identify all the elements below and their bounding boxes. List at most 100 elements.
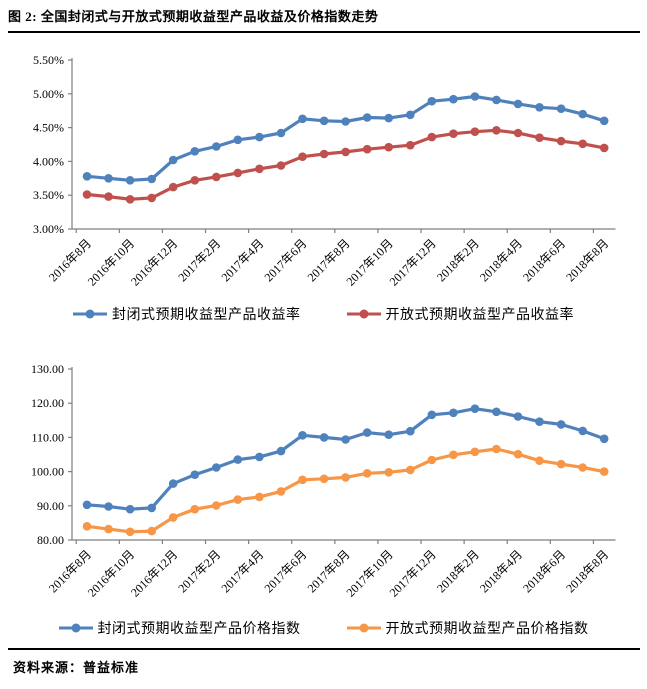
yield-line-chart: 5.50%5.00%4.50%4.00%3.50%3.00%2016年8月201… [33, 53, 616, 289]
data-point [406, 426, 415, 436]
y-tick-label: 90.00 [37, 499, 64, 513]
data-point [82, 172, 92, 181]
data-point [82, 190, 92, 199]
data-point [406, 110, 415, 120]
data-point [449, 408, 458, 418]
legend-label: 开放式预期收益型产品收益率 [385, 308, 574, 323]
x-tick-label: 2017年4月 [218, 547, 266, 595]
line-marker-icon [58, 623, 93, 633]
data-point [362, 113, 372, 122]
data-point [406, 140, 415, 150]
data-point [233, 455, 243, 464]
y-tick-label: 5.00% [33, 87, 64, 101]
data-point [319, 116, 329, 126]
data-point [384, 113, 394, 123]
x-tick-label: 2017年2月 [175, 236, 223, 284]
x-tick-label: 2018年8月 [563, 547, 611, 595]
data-point [233, 168, 243, 178]
x-tick-label: 2017年2月 [175, 547, 223, 595]
price-index-chart-legend: 封闭式预期收益型产品价格指数 开放式预期收益型产品价格指数 [0, 620, 647, 637]
data-point [233, 135, 243, 145]
figure-title: 图 2: 全国封闭式与开放式预期收益型产品收益及价格指数走势 [8, 9, 379, 24]
title-divider [8, 31, 640, 33]
x-tick-label: 2018年6月 [520, 547, 568, 595]
data-point [470, 92, 480, 101]
line-marker-icon [73, 309, 107, 319]
legend-label: 封闭式预期收益型产品收益率 [112, 308, 301, 323]
data-point [190, 176, 200, 185]
data-point [406, 465, 415, 475]
x-tick-label: 2017年6月 [262, 547, 310, 595]
y-tick-label: 4.50% [33, 121, 64, 135]
data-point [125, 527, 135, 537]
data-point [556, 420, 566, 429]
data-point [556, 136, 566, 146]
line-marker-icon [346, 309, 381, 319]
data-point [82, 500, 92, 510]
data-point [513, 412, 523, 421]
data-point [513, 99, 523, 109]
data-point [298, 114, 307, 124]
y-tick-label: 130.00 [31, 362, 64, 376]
legend-item-closed-index: 封闭式预期收益型产品价格指数 [58, 620, 301, 637]
data-point [578, 109, 587, 119]
y-tick-label: 3.00% [33, 222, 64, 236]
data-point [535, 103, 544, 112]
data-point [168, 479, 178, 488]
data-point [276, 128, 286, 138]
data-point [578, 463, 587, 472]
data-point [168, 182, 178, 192]
x-tick-label: 2017年6月 [262, 236, 310, 284]
data-point [276, 446, 286, 456]
x-tick-label: 2017年12月 [387, 547, 439, 599]
x-tick-label: 2016年12月 [128, 547, 180, 599]
x-tick-label: 2017年12月 [387, 236, 439, 288]
yield-chart-legend: 封闭式预期收益型产品收益率 开放式预期收益型产品收益率 [0, 306, 647, 323]
data-source: 资料来源：普益标准 [13, 660, 140, 675]
series-line-0 [85, 94, 606, 182]
data-point [341, 117, 350, 126]
data-point [470, 447, 480, 457]
data-point [276, 487, 286, 496]
data-point [578, 139, 587, 149]
x-tick-label: 2018年4月 [477, 236, 525, 284]
y-tick-label: 5.50% [33, 53, 64, 67]
data-point [341, 435, 350, 444]
data-point [362, 469, 372, 478]
data-point [362, 428, 372, 437]
data-point [168, 513, 178, 522]
data-point [599, 434, 609, 444]
data-point [319, 149, 329, 159]
data-point [341, 473, 350, 482]
y-tick-label: 100.00 [31, 465, 64, 479]
data-point [470, 404, 480, 413]
legend-item-open-index: 开放式预期收益型产品价格指数 [346, 620, 589, 637]
x-tick-label: 2018年4月 [477, 547, 525, 595]
data-point [212, 501, 221, 510]
data-point [599, 143, 609, 153]
data-point [125, 195, 135, 204]
data-point [298, 475, 307, 485]
data-point [556, 104, 566, 113]
price-index-line-chart: 130.00120.00110.00100.0090.0080.002016年8… [31, 362, 616, 600]
data-point [427, 132, 437, 142]
data-point [125, 504, 135, 514]
data-point [319, 433, 329, 442]
data-point [578, 426, 587, 436]
x-tick-label: 2017年4月 [218, 236, 266, 284]
data-point [492, 126, 501, 135]
data-point [190, 147, 200, 156]
data-point [104, 502, 113, 511]
data-point [82, 522, 92, 531]
data-point [535, 456, 544, 465]
data-point [492, 407, 501, 417]
data-point [470, 127, 480, 136]
source-divider [8, 648, 640, 650]
legend-label: 开放式预期收益型产品价格指数 [385, 622, 589, 637]
data-point [104, 192, 113, 201]
data-point [341, 147, 350, 157]
data-point [212, 142, 221, 151]
data-point [599, 116, 609, 126]
data-point [255, 164, 264, 174]
